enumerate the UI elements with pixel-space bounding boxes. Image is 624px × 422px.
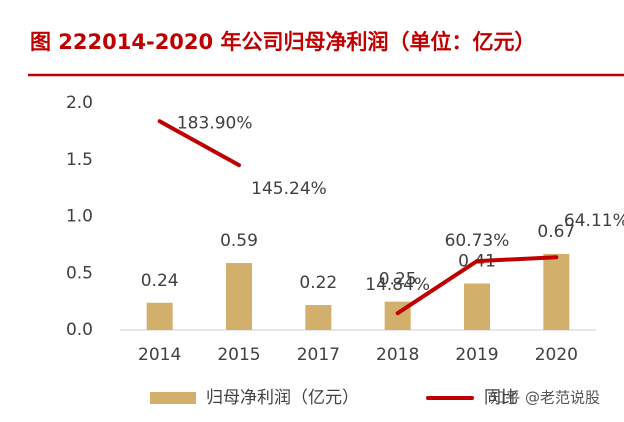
bar-value-label: 0.59 xyxy=(220,231,258,251)
line-value-label: 64.11% xyxy=(564,211,624,231)
watermark: 知乎 @老范说股 xyxy=(490,389,600,407)
x-tick-label: 2018 xyxy=(376,345,419,365)
y-tick-label: 0.5 xyxy=(66,263,93,283)
x-tick-label: 2014 xyxy=(138,345,181,365)
line-value-label: 183.90% xyxy=(177,113,253,133)
x-tick-label: 2019 xyxy=(455,345,498,365)
y-tick-label: 1.0 xyxy=(66,207,93,227)
line-value-label: 60.73% xyxy=(445,231,510,251)
bar xyxy=(305,305,332,330)
bar xyxy=(543,253,570,330)
x-tick-label: 2020 xyxy=(535,345,578,365)
x-tick-label: 2015 xyxy=(217,345,260,365)
line xyxy=(157,119,241,168)
y-tick-label: 1.5 xyxy=(66,150,93,170)
legend-label: 归母净利润（亿元） xyxy=(206,388,359,408)
bar xyxy=(146,302,173,330)
bar-value-label: 0.67 xyxy=(537,222,575,242)
legend-swatch xyxy=(150,392,196,404)
line-value-label: 145.24% xyxy=(251,179,327,199)
bar-value-label: 0.24 xyxy=(141,271,179,291)
x-tick-label: 2017 xyxy=(297,345,340,365)
line-value-label: 14.84% xyxy=(365,275,430,295)
y-tick-label: 0.0 xyxy=(66,320,93,340)
bar-value-label: 0.22 xyxy=(299,273,337,293)
y-tick-label: 2.0 xyxy=(66,93,93,113)
bar-value-label: 0.25 xyxy=(379,270,417,290)
chart-title: 图 222014-2020 年公司归母净利润（单位：亿元） xyxy=(30,30,535,54)
legend-label: 同比 xyxy=(484,388,518,408)
bar xyxy=(226,263,252,330)
line xyxy=(395,255,559,316)
bar xyxy=(464,283,490,330)
